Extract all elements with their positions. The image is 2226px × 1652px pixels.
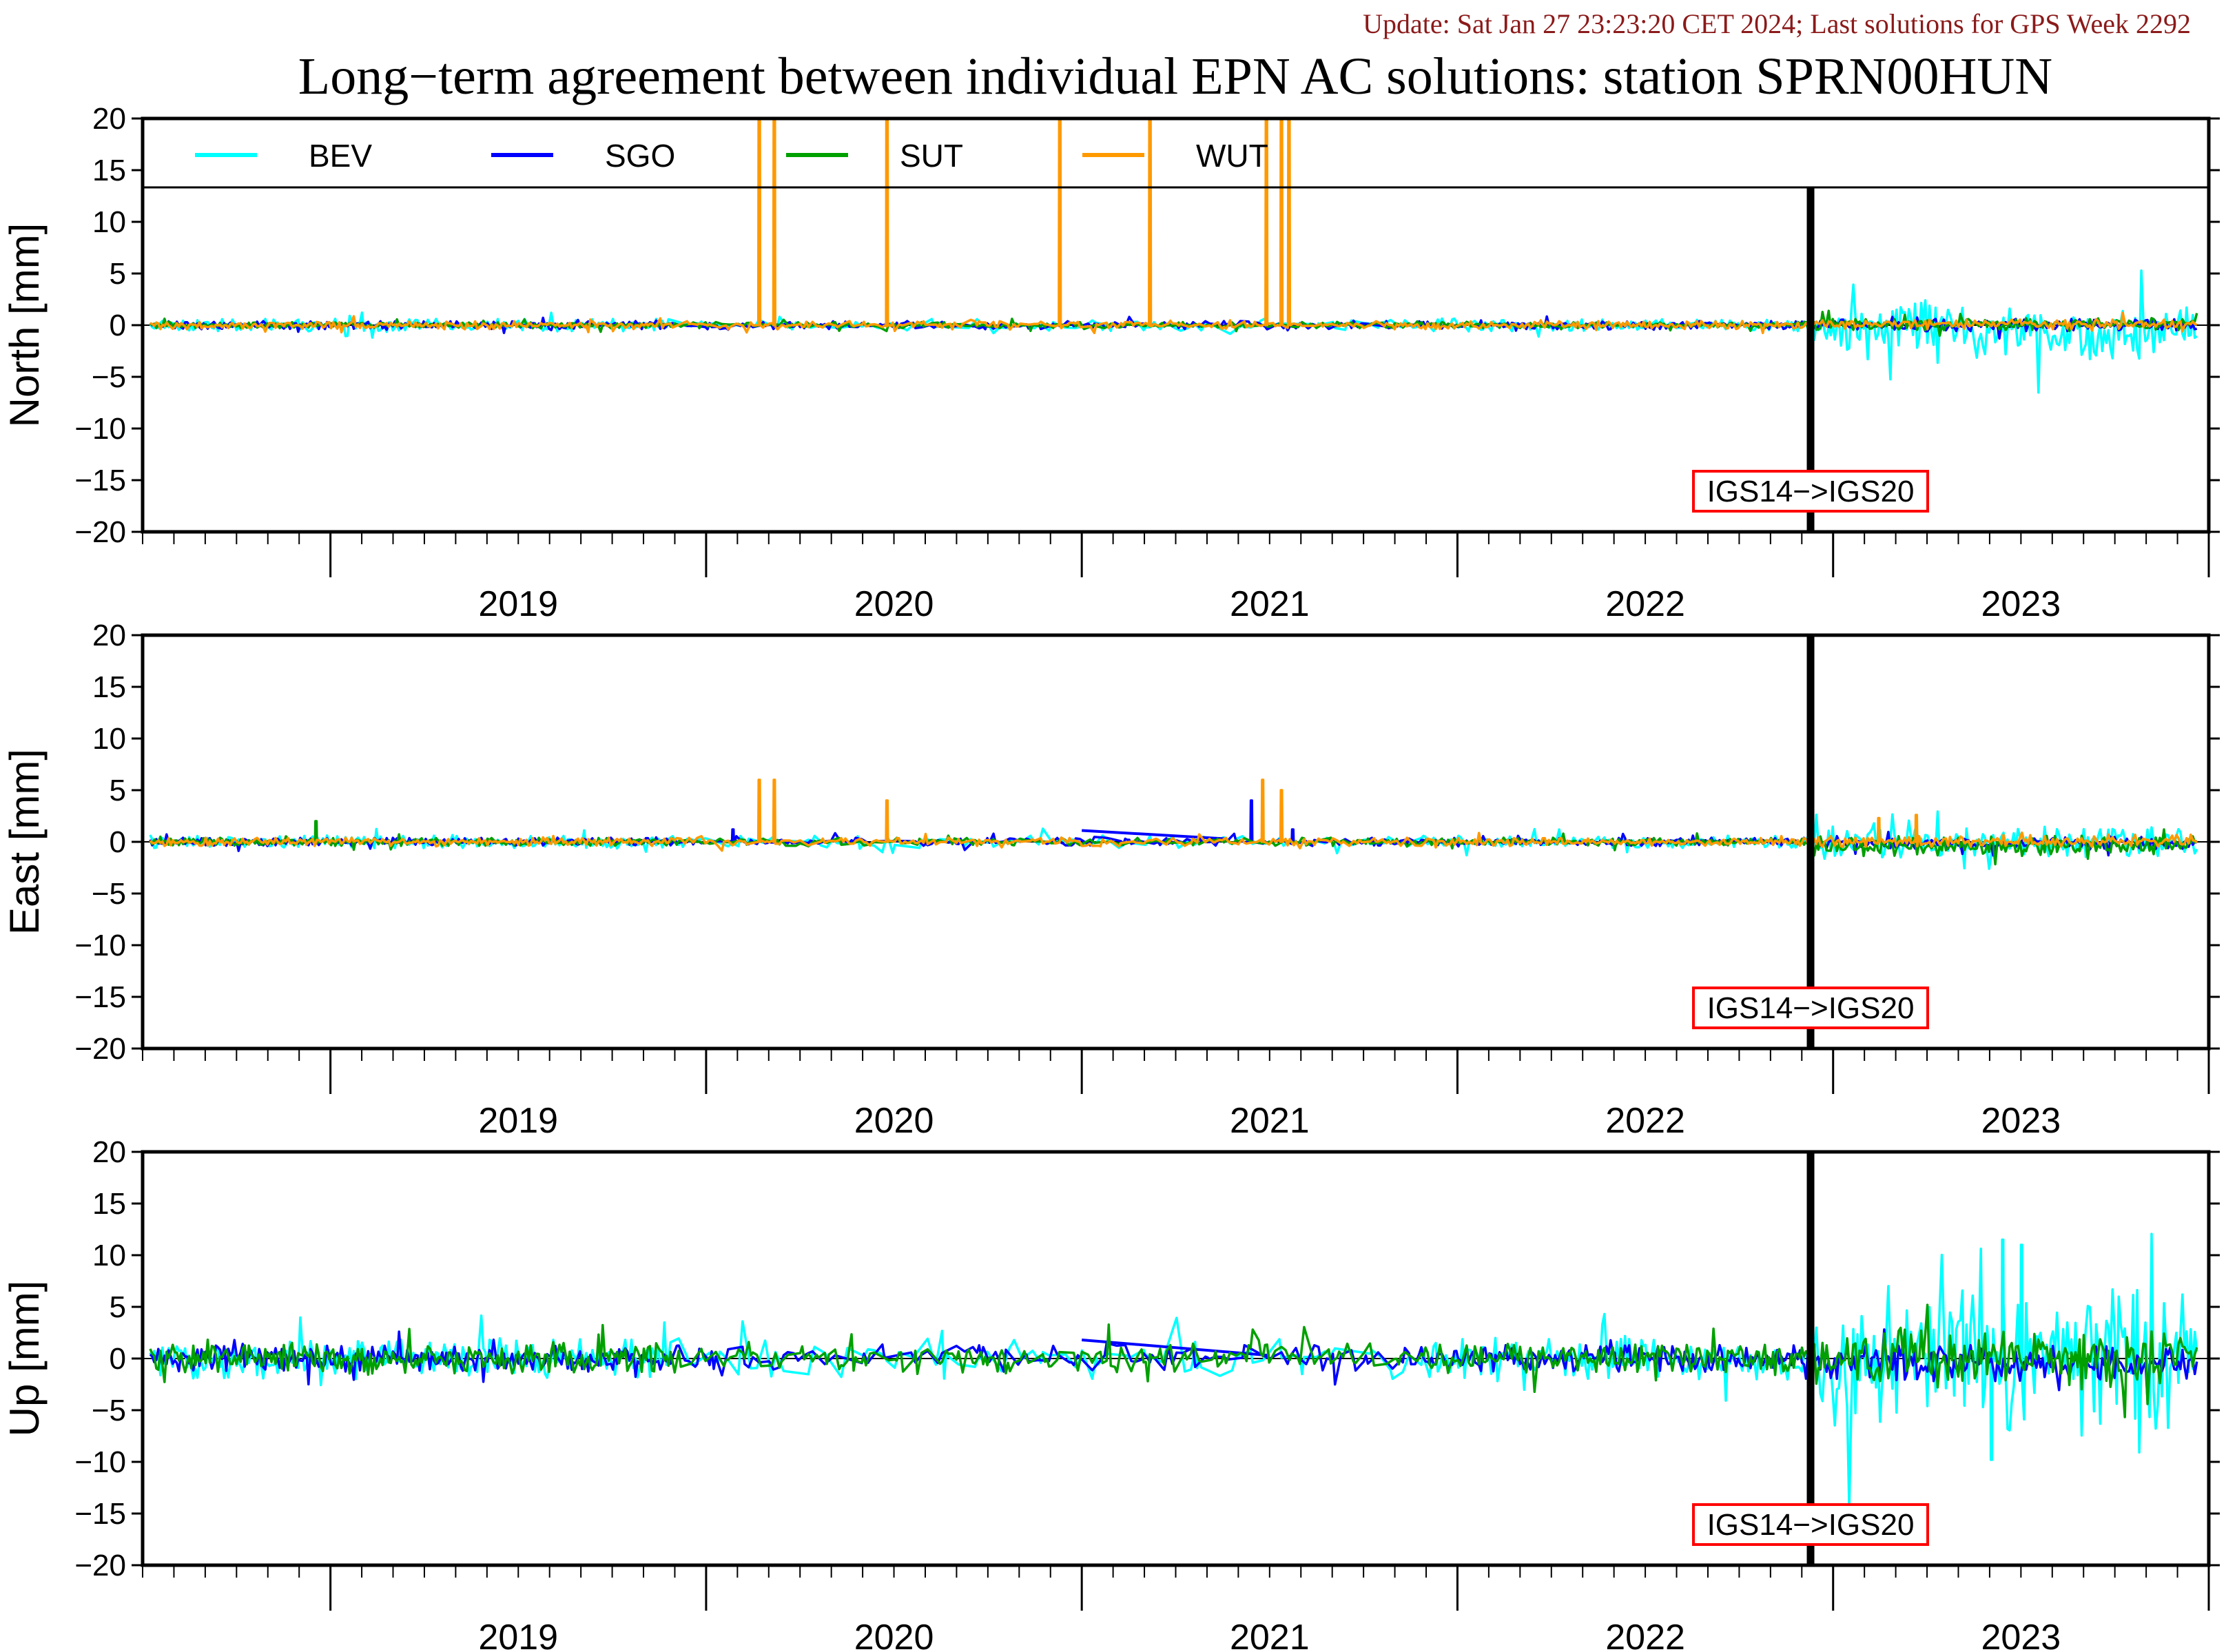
- x-tick-label: 2020: [854, 1101, 934, 1141]
- frame-change-annotation: IGS14−>IGS20: [1692, 987, 1930, 1029]
- series-line-sgo: [149, 799, 2198, 857]
- legend-label-sgo: SGO: [605, 138, 675, 174]
- x-tick-label: 2019: [478, 584, 558, 624]
- y-tick-label: 0: [110, 1342, 126, 1376]
- y-tick-label: 5: [110, 1290, 126, 1324]
- frame-change-annotation: IGS14−>IGS20: [1692, 1503, 1930, 1546]
- y-tick-label: 5: [110, 774, 126, 807]
- annotation-label: IGS14−>IGS20: [1707, 991, 1915, 1025]
- series-line-sut: [149, 1303, 2198, 1418]
- panels-group: IGS14−>IGS20 20 15 10 5 0 −5 −10 −15 −20 North [mm…: [1, 102, 2220, 1652]
- annotation-label: IGS14−>IGS20: [1707, 1508, 1915, 1542]
- x-tick-label: 2021: [1230, 584, 1310, 624]
- x-tick-label: 2023: [1981, 584, 2061, 624]
- x-tick-label: 2020: [854, 584, 934, 624]
- series-line-bev: [149, 269, 2198, 394]
- y-tick-label: −5: [92, 360, 126, 394]
- series-line-wut: [149, 778, 2198, 852]
- y-tick-label: −15: [74, 464, 126, 497]
- x-tick-label: 2023: [1981, 1101, 2061, 1141]
- y-tick-label: 15: [92, 154, 126, 187]
- series-line-bev: [149, 810, 2198, 870]
- y-tick-label: −5: [92, 1394, 126, 1427]
- y-tick-label: 20: [92, 619, 126, 652]
- y-tick-label: −10: [74, 412, 126, 446]
- update-timestamp: Update: Sat Jan 27 23:23:20 CET 2024; La…: [1363, 8, 2191, 39]
- x-tick-label: 2020: [854, 1618, 934, 1652]
- y-tick-label: 0: [110, 825, 126, 859]
- series-segment-sgo: [1082, 1339, 1270, 1357]
- y-tick-label: 5: [110, 257, 126, 291]
- panel-up: IGS14−>IGS20 20 15 10 5 0 −5 −10 −15 −20 Up [mm] 20…: [1, 1135, 2220, 1652]
- x-tick-label: 2022: [1605, 1101, 1685, 1141]
- legend-label-bev: BEV: [309, 138, 372, 174]
- y-tick-label: −15: [74, 980, 126, 1014]
- annotation-label: IGS14−>IGS20: [1707, 475, 1915, 508]
- x-tick-label: 2023: [1981, 1618, 2061, 1652]
- y-axis-label: North [mm]: [1, 223, 48, 428]
- y-tick-label: −15: [74, 1497, 126, 1531]
- y-tick-label: 0: [110, 309, 126, 342]
- annotation-box: [1692, 1503, 1930, 1546]
- x-tick-label: 2019: [478, 1101, 558, 1141]
- y-tick-label: −20: [74, 1032, 126, 1066]
- legend-label-sut: SUT: [900, 138, 963, 174]
- y-tick-label: −10: [74, 929, 126, 962]
- y-tick-label: 20: [92, 102, 126, 136]
- y-tick-label: 10: [92, 1239, 126, 1272]
- legend: BEV SGO SUT WUT: [143, 138, 2209, 189]
- panel-east: IGS14−>IGS20 20 15 10 5 0 −5 −10 −15 −20 East [mm]…: [1, 619, 2220, 1141]
- y-tick-label: 20: [92, 1135, 126, 1169]
- y-tick-label: 15: [92, 1187, 126, 1221]
- annotation-box: [1692, 470, 1930, 513]
- series-line-wut: [150, 118, 2198, 335]
- y-axis-label: East [mm]: [1, 749, 48, 935]
- y-tick-label: −5: [92, 877, 126, 911]
- x-tick-label: 2019: [478, 1618, 558, 1652]
- x-tick-label: 2021: [1230, 1101, 1310, 1141]
- x-tick-label: 2022: [1605, 1618, 1685, 1652]
- y-axis-label: Up [mm]: [1, 1281, 48, 1437]
- y-tick-label: −10: [74, 1445, 126, 1479]
- y-tick-label: −20: [74, 1549, 126, 1582]
- legend-label-wut: WUT: [1196, 138, 1268, 174]
- series-group: [149, 778, 2198, 870]
- chart-title: Long−term agreement between individual E…: [298, 48, 2052, 105]
- frame-change-annotation: IGS14−>IGS20: [1692, 470, 1930, 513]
- series-group: [149, 118, 2198, 394]
- y-tick-label: −20: [74, 515, 126, 549]
- y-tick-label: 10: [92, 205, 126, 239]
- y-tick-label: 15: [92, 670, 126, 704]
- y-tick-label: 10: [92, 722, 126, 756]
- annotation-box: [1692, 987, 1930, 1029]
- x-tick-label: 2022: [1605, 584, 1685, 624]
- series-group: [149, 1232, 2198, 1510]
- x-tick-label: 2021: [1230, 1618, 1310, 1652]
- panel-north: IGS14−>IGS20 20 15 10 5 0 −5 −10 −15 −20 North [mm…: [1, 102, 2220, 624]
